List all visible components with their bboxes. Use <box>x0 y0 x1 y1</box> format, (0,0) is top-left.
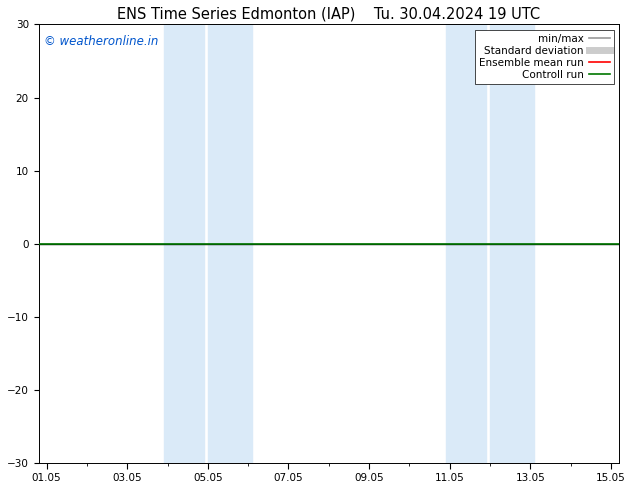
Bar <box>164 24 204 463</box>
Title: ENS Time Series Edmonton (IAP)    Tu. 30.04.2024 19 UTC: ENS Time Series Edmonton (IAP) Tu. 30.04… <box>117 7 540 22</box>
Bar <box>208 24 252 463</box>
Legend: min/max, Standard deviation, Ensemble mean run, Controll run: min/max, Standard deviation, Ensemble me… <box>475 30 614 84</box>
Bar <box>446 24 486 463</box>
Text: © weatheronline.in: © weatheronline.in <box>44 35 158 49</box>
Bar <box>490 24 534 463</box>
